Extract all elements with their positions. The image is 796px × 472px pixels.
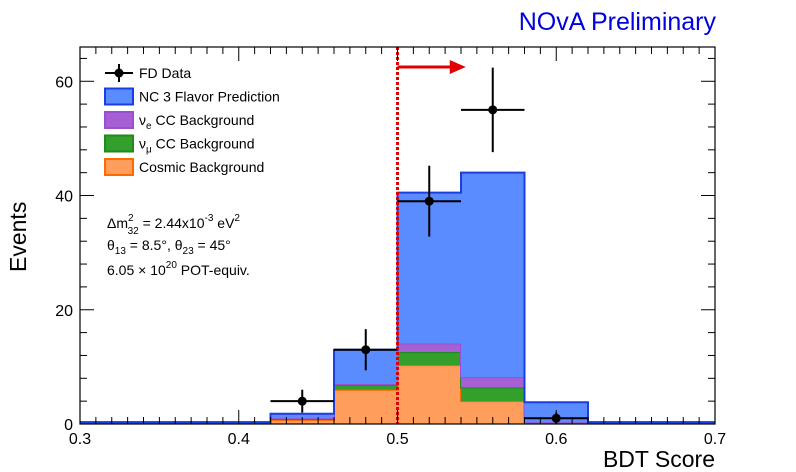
x-axis-label: BDT Score [603, 446, 715, 472]
legend-swatch [104, 111, 134, 129]
cut-arrow-head [449, 59, 466, 74]
legend-entry: FD Data [105, 64, 191, 82]
histogram-bar [270, 413, 334, 419]
dm-symbol: Δm [107, 215, 128, 231]
theta-symbol: θ [107, 237, 115, 253]
histogram-bar [334, 385, 398, 390]
legend-swatch [104, 158, 134, 176]
legend: FD Data NC 3 Flavor Prediction νe CC Backg… [104, 64, 280, 176]
histogram-bar [461, 172, 525, 378]
legend-entry: νe CC Background [104, 111, 254, 132]
dm2-annotation: Δm2 32 = 2.44x10-3 eV2 [107, 213, 240, 237]
histogram-bar [397, 343, 461, 353]
dm-value: = 2.44x10 [139, 215, 205, 231]
data-marker [297, 396, 307, 406]
x-tick-label: 0.5 [386, 431, 408, 448]
data-marker [424, 196, 434, 206]
x-tick-label: 0.4 [228, 431, 250, 448]
pot-unit: POT-equiv. [177, 262, 250, 278]
cut-line [396, 47, 466, 424]
dm-unit-exponent: 2 [234, 213, 240, 224]
legend-marker-dot [114, 68, 124, 78]
legend-nu: ν [139, 136, 146, 152]
legend-subscript: e [146, 121, 152, 132]
theta13-subscript: 13 [115, 246, 127, 257]
data-point [461, 67, 525, 153]
legend-nu: ν [139, 112, 146, 128]
dm-subscript: 32 [128, 226, 140, 237]
data-point [397, 165, 461, 237]
data-marker [361, 345, 371, 355]
legend-label: FD Data [139, 65, 191, 81]
x-tick-label: 0.3 [69, 431, 91, 448]
y-tick-label: 40 [55, 189, 73, 206]
y-axis-label: Events [5, 202, 31, 272]
y-tick-label: 20 [55, 303, 73, 320]
y-tick-label: 0 [64, 417, 73, 434]
histogram-bar [461, 377, 525, 388]
legend-text: CC Background [152, 136, 255, 152]
legend-swatch [104, 134, 134, 153]
legend-entry: NC 3 Flavor Prediction [104, 87, 280, 106]
pot-exponent: 20 [166, 260, 178, 271]
legend-label: Cosmic Background [139, 159, 264, 175]
dm-exponent: -3 [204, 213, 213, 224]
theta23-subscript: 23 [183, 246, 195, 257]
chart-title: NOvA Preliminary [519, 8, 717, 36]
histogram-bar [461, 387, 525, 402]
legend-text: CC Background [152, 112, 255, 128]
data-point [334, 329, 398, 371]
legend-subscript: μ [146, 145, 152, 156]
data-point [270, 389, 334, 413]
pot-mantissa: 6.05 × 10 [107, 262, 166, 278]
legend-label: νμ CC Background [139, 136, 254, 156]
legend-label: NC 3 Flavor Prediction [139, 89, 280, 105]
dm-superscript: 2 [128, 213, 134, 224]
histogram-bar [397, 352, 461, 366]
pot-annotation: 6.05 × 1020 POT-equiv. [107, 260, 250, 278]
legend-label: νe CC Background [139, 112, 254, 132]
legend-entry: νμ CC Background [104, 134, 254, 156]
x-tick-label: 0.6 [545, 431, 567, 448]
legend-entry: Cosmic Background [104, 158, 264, 176]
legend-swatch [104, 87, 134, 106]
y-tick-label: 60 [55, 74, 73, 91]
dm-unit: eV [213, 215, 235, 231]
histogram-bar [397, 365, 461, 424]
data-marker [488, 105, 498, 115]
theta23-value: = 45° [194, 237, 231, 253]
theta-annotation: θ13 = 8.5°, θ23 = 45° [107, 237, 231, 257]
axes: 0.3 0.4 0.5 0.6 0.7 0 20 40 60 [55, 47, 726, 448]
x-tick-label: 0.7 [704, 431, 726, 448]
theta13-value: = 8.5°, θ [126, 237, 183, 253]
